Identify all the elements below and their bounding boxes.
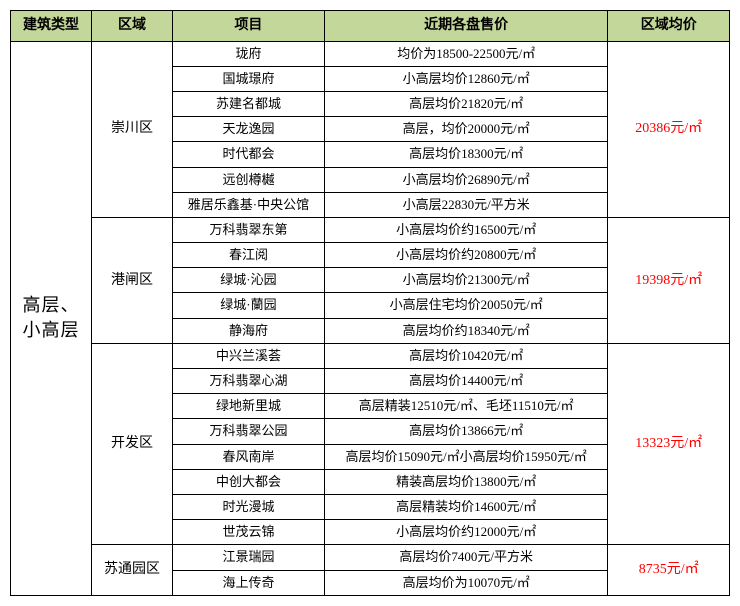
region-avg-cell: 13323元/㎡ <box>608 343 730 545</box>
project-cell: 绿城·沁园 <box>173 268 325 293</box>
price-cell: 高层精装均价14600元/㎡ <box>324 494 608 519</box>
region-avg-cell: 19398元/㎡ <box>608 217 730 343</box>
price-cell: 高层均价18300元/㎡ <box>324 142 608 167</box>
project-cell: 中兴兰溪荟 <box>173 343 325 368</box>
project-cell: 时代都会 <box>173 142 325 167</box>
price-cell: 小高层住宅均价20050元/㎡ <box>324 293 608 318</box>
table-row: 高层、小高层崇川区珑府均价为18500-22500元/㎡20386元/㎡ <box>11 41 730 66</box>
project-cell: 万科翡翠东第 <box>173 217 325 242</box>
price-cell: 高层均价为10070元/㎡ <box>324 570 608 595</box>
price-cell: 精装高层均价13800元/㎡ <box>324 469 608 494</box>
price-cell: 高层均价7400元/平方米 <box>324 545 608 570</box>
price-cell: 小高层均价约16500元/㎡ <box>324 217 608 242</box>
project-cell: 绿城·蘭园 <box>173 293 325 318</box>
price-cell: 小高层均价26890元/㎡ <box>324 167 608 192</box>
price-cell: 高层均价14400元/㎡ <box>324 369 608 394</box>
price-cell: 高层均价10420元/㎡ <box>324 343 608 368</box>
header-project: 项目 <box>173 11 325 42</box>
project-cell: 时光漫城 <box>173 494 325 519</box>
price-cell: 高层均价13866元/㎡ <box>324 419 608 444</box>
price-cell: 高层均价15090元/㎡小高层均价15950元/㎡ <box>324 444 608 469</box>
price-cell: 小高层均价12860元/㎡ <box>324 66 608 91</box>
header-building-type: 建筑类型 <box>11 11 92 42</box>
table-row: 开发区中兴兰溪荟高层均价10420元/㎡13323元/㎡ <box>11 343 730 368</box>
price-cell: 高层均价21820元/㎡ <box>324 91 608 116</box>
project-cell: 雅居乐鑫基·中央公馆 <box>173 192 325 217</box>
table-row: 港闸区万科翡翠东第小高层均价约16500元/㎡19398元/㎡ <box>11 217 730 242</box>
project-cell: 天龙逸园 <box>173 117 325 142</box>
price-cell: 小高层22830元/平方米 <box>324 192 608 217</box>
price-table: 建筑类型 区域 项目 近期各盘售价 区域均价 高层、小高层崇川区珑府均价为185… <box>10 10 730 596</box>
project-cell: 珑府 <box>173 41 325 66</box>
project-cell: 江景瑞园 <box>173 545 325 570</box>
project-cell: 万科翡翠心湖 <box>173 369 325 394</box>
project-cell: 苏建名都城 <box>173 91 325 116</box>
project-cell: 静海府 <box>173 318 325 343</box>
price-cell: 高层均价约18340元/㎡ <box>324 318 608 343</box>
building-type-cell: 高层、小高层 <box>11 41 92 595</box>
header-row: 建筑类型 区域 项目 近期各盘售价 区域均价 <box>11 11 730 42</box>
project-cell: 国城璟府 <box>173 66 325 91</box>
project-cell: 海上传奇 <box>173 570 325 595</box>
project-cell: 春风南岸 <box>173 444 325 469</box>
price-cell: 高层精装12510元/㎡、毛坯11510元/㎡ <box>324 394 608 419</box>
table-body: 高层、小高层崇川区珑府均价为18500-22500元/㎡20386元/㎡国城璟府… <box>11 41 730 595</box>
header-recent-price: 近期各盘售价 <box>324 11 608 42</box>
header-region: 区域 <box>92 11 173 42</box>
project-cell: 世茂云锦 <box>173 520 325 545</box>
project-cell: 万科翡翠公园 <box>173 419 325 444</box>
price-cell: 小高层均价21300元/㎡ <box>324 268 608 293</box>
price-cell: 小高层均价约20800元/㎡ <box>324 243 608 268</box>
region-cell: 苏通园区 <box>92 545 173 595</box>
project-cell: 远创樽樾 <box>173 167 325 192</box>
project-cell: 绿地新里城 <box>173 394 325 419</box>
project-cell: 春江阅 <box>173 243 325 268</box>
project-cell: 中创大都会 <box>173 469 325 494</box>
region-avg-cell: 20386元/㎡ <box>608 41 730 217</box>
header-region-avg: 区域均价 <box>608 11 730 42</box>
price-cell: 均价为18500-22500元/㎡ <box>324 41 608 66</box>
region-cell: 港闸区 <box>92 217 173 343</box>
table-row: 苏通园区江景瑞园高层均价7400元/平方米8735元/㎡ <box>11 545 730 570</box>
price-cell: 小高层均价约12000元/㎡ <box>324 520 608 545</box>
region-cell: 崇川区 <box>92 41 173 217</box>
region-avg-cell: 8735元/㎡ <box>608 545 730 595</box>
price-cell: 高层，均价20000元/㎡ <box>324 117 608 142</box>
region-cell: 开发区 <box>92 343 173 545</box>
